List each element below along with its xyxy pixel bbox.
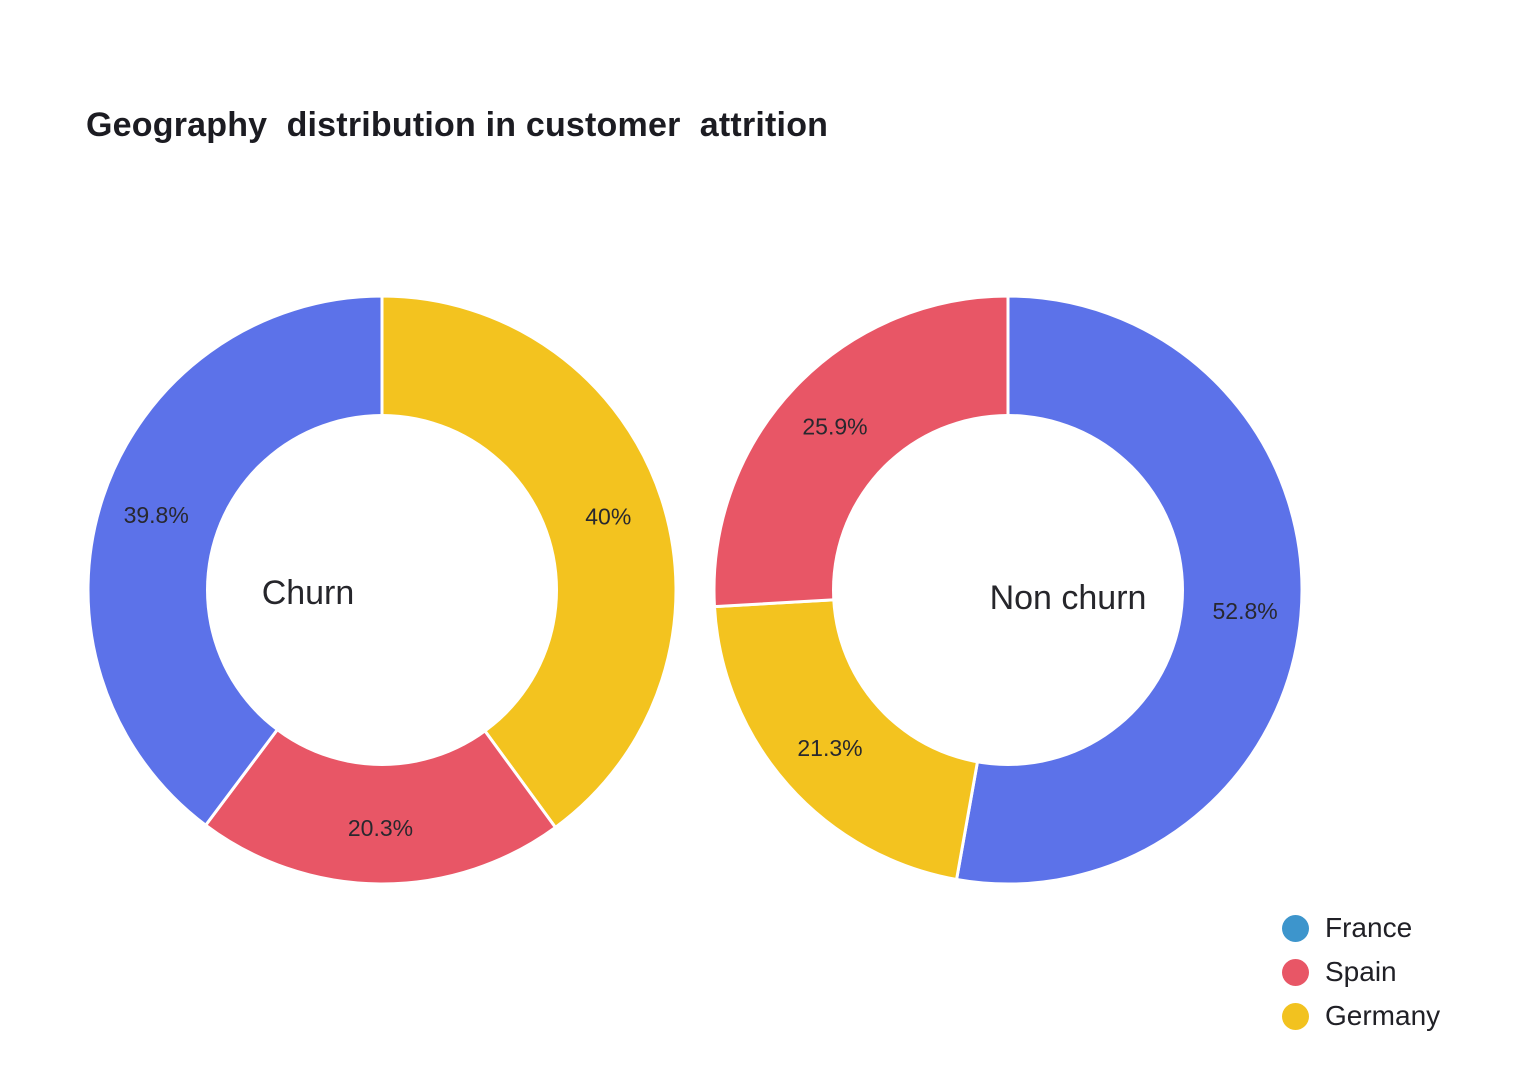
donut-center-label-churn: Churn [262,574,355,612]
legend: France Spain Germany [1282,906,1440,1038]
donut-hole-non-churn [832,414,1184,766]
slice-label-non-churn-germany: 21.3% [797,735,862,761]
legend-dot-germany [1282,1002,1309,1030]
donut-churn: 40% 20.3% 39.8% Churn [86,294,678,886]
legend-label: Spain [1325,956,1397,987]
legend-item-spain: Spain [1282,950,1440,994]
legend-label: Germany [1325,1000,1441,1031]
legend-item-germany: Germany [1282,994,1440,1038]
slice-label-churn-france: 39.8% [124,502,189,528]
slice-label-churn-spain: 20.3% [348,815,413,841]
donut-non-churn: 52.8% 21.3% 25.9% Non churn [712,294,1304,886]
donut-center-label-non-churn: Non churn [990,579,1147,617]
legend-item-france: France [1282,906,1440,950]
legend-label: France [1325,912,1413,943]
slice-label-non-churn-spain: 25.9% [802,414,867,440]
legend-dot-france [1282,914,1309,942]
chart-title: Geography distribution in customer attri… [86,106,829,144]
slice-label-non-churn-france: 52.8% [1212,598,1277,624]
donut-hole-churn [206,414,558,766]
slice-label-churn-germany: 40% [585,503,631,529]
legend-dot-spain [1282,958,1309,986]
